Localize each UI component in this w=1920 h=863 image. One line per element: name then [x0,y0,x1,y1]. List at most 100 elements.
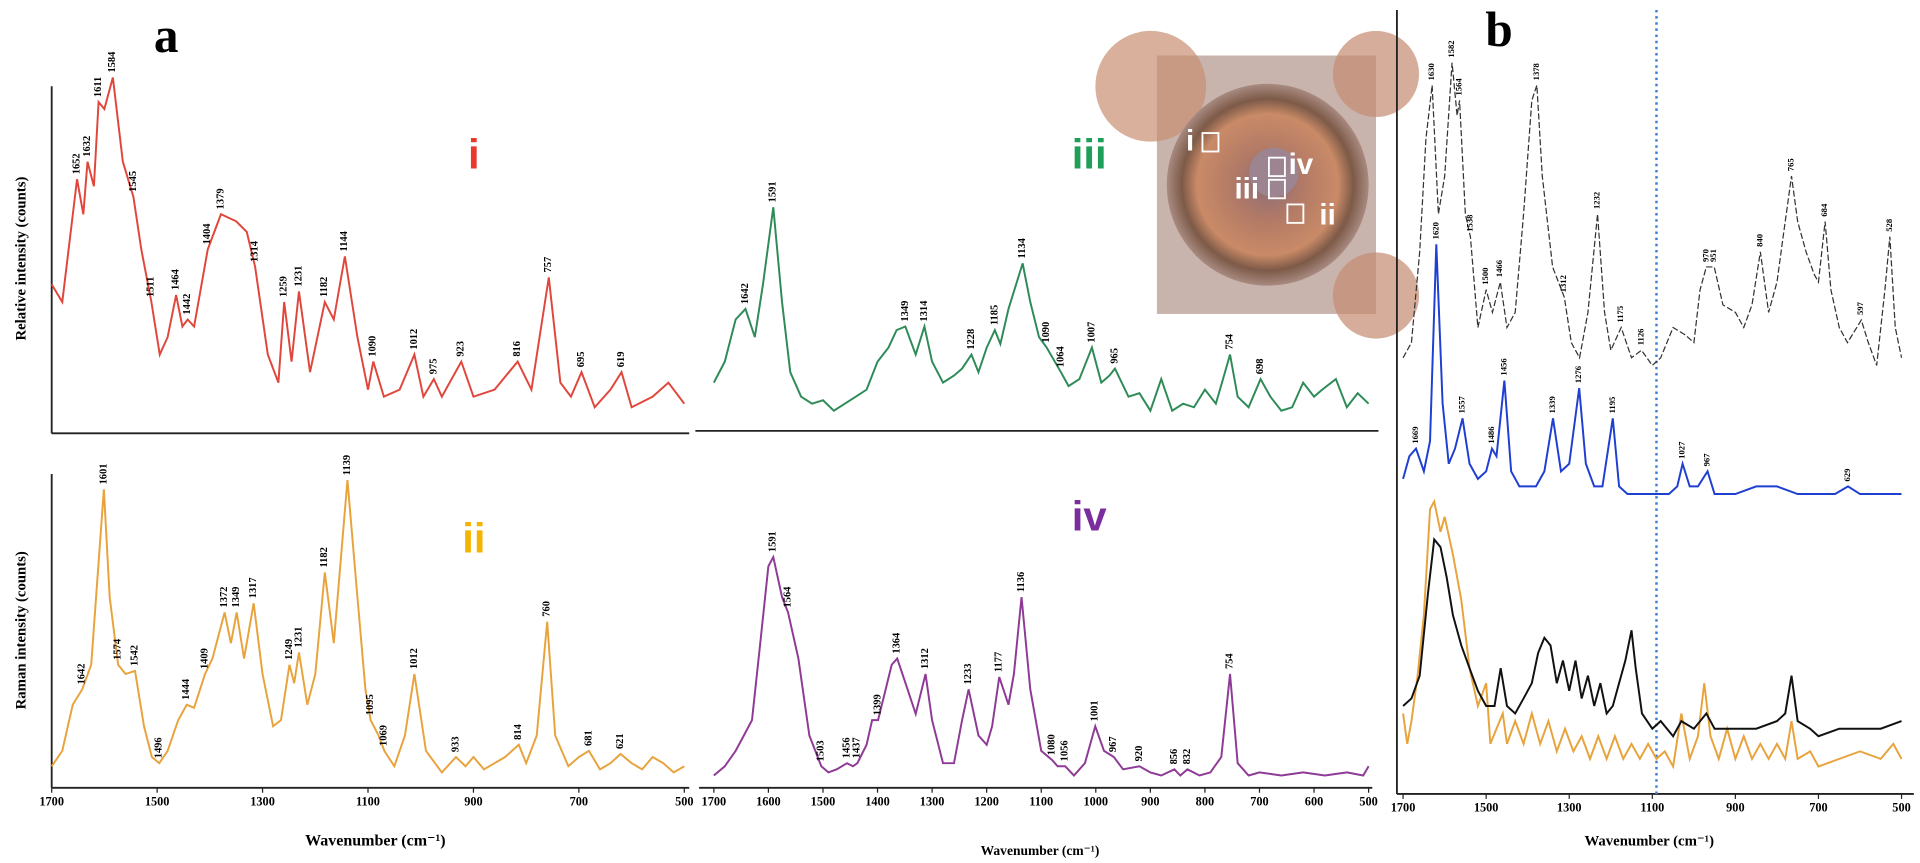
peak-label: 1228 [966,329,977,350]
inset-label: iii [1234,173,1259,206]
peak-label: 1259 [279,276,290,297]
peak-label: 814 [513,723,524,739]
peak-label: 1399 [872,694,883,715]
peak-label: 1503 [816,740,827,761]
peak-label: 1564 [1454,78,1464,96]
peak-label: 1466 [1494,259,1504,277]
x-tick-label: 1500 [811,794,836,808]
peak-label: 933 [450,736,461,752]
x-tick-label: 1500 [1474,801,1499,815]
subplot-title: iii [1072,131,1107,178]
peak-label: 840 [1754,234,1764,247]
x-tick-label: 1300 [1557,801,1582,815]
peak-label: 1314 [250,240,261,262]
spectrum-line [713,554,1370,777]
peak-label: 1064 [1055,346,1066,368]
peak-label: 1379 [215,188,226,209]
peak-label: 1182 [319,547,330,567]
x-tick-label: 1500 [145,794,170,808]
x-tick-label: 1100 [1640,801,1664,815]
peak-label: 684 [1819,203,1829,217]
subplot-title: iv [1072,493,1108,540]
peak-label: 1276 [1573,365,1583,383]
inset-label: iv [1289,148,1314,181]
peak-label: 1185 [989,305,1000,325]
y-axis-label: Raman intensity (counts) [14,551,30,709]
spectrum-line [50,480,685,774]
x-tick-label: 600 [1305,794,1323,808]
peak-label: 1182 [319,277,330,297]
spectrum-line [1402,244,1902,496]
x-tick-label: 900 [1726,801,1744,815]
peak-label: 1642 [77,664,88,685]
inset-image: i ii iii iv [1095,30,1420,339]
peak-label: 1511 [146,277,157,297]
roi-box [1201,132,1220,153]
x-tick-label: 800 [1196,794,1214,808]
peak-label: 1545 [128,171,139,192]
x-tick-label: 1600 [756,794,781,808]
peak-label: 1364 [892,632,903,654]
peak-label: 1090 [1041,322,1052,343]
x-tick-label: 700 [1250,794,1268,808]
roi-box [1268,178,1286,200]
x-tick-label: 1700 [39,794,64,808]
peak-label: 1126 [1635,328,1645,345]
peak-label: 1538 [1464,214,1474,232]
peak-label: 619 [616,352,627,368]
peak-label: 832 [1182,749,1193,765]
panel-label: a [154,8,179,63]
peak-label: 1591 [768,181,779,202]
peak-label: 1314 [919,300,930,322]
x-tick-label: 500 [1892,801,1910,815]
peak-label: 1312 [1558,275,1568,292]
subplot-title: ii [462,515,485,562]
y-axis-label: Relative intensity (counts) [14,177,30,341]
peak-label: 1378 [1531,62,1541,80]
peak-label: 1144 [339,230,350,251]
peak-label: 1134 [1017,237,1028,258]
x-tick-label: 900 [464,794,482,808]
spectrum-line [1402,498,1903,770]
peak-label: 1090 [368,336,379,357]
x-tick-label: 900 [1141,794,1159,808]
peak-label: 1437 [852,737,863,758]
peak-label: 1177 [994,652,1005,672]
peak-label: 1069 [379,725,390,746]
peak-label: 765 [1785,158,1795,171]
peak-label: 1486 [1486,426,1496,444]
peak-label: 1312 [920,648,931,669]
peak-label: 1195 [1607,397,1617,414]
x-tick-label: 1400 [865,794,890,808]
peak-label: 1317 [248,577,259,598]
peak-label: 681 [583,730,594,746]
roi-box [1286,203,1305,224]
peak-label: 1574 [113,638,124,660]
peak-label: 1642 [740,283,751,304]
peak-label: 1582 [1446,40,1456,57]
x-tick-label: 1300 [250,794,275,808]
peak-label: 1409 [200,648,211,669]
peak-label: 1630 [1426,63,1436,80]
peak-label: 923 [456,341,467,357]
peak-label: 754 [1224,333,1235,349]
peak-label: 1464 [171,268,182,290]
peak-label: 1231 [293,627,304,648]
peak-label: 1404 [202,223,213,245]
peak-label: 967 [1702,453,1712,467]
peak-label: 1669 [1410,426,1420,443]
peak-label: 1080 [1047,734,1058,755]
peak-label: 975 [428,359,439,375]
peak-label: 1012 [409,648,420,669]
peak-label: 754 [1224,653,1235,669]
peak-label: 1249 [284,639,295,660]
peak-label: 1444 [181,678,192,700]
peak-label: 760 [542,601,553,617]
peak-label: 597 [1855,301,1865,315]
peak-label: 629 [1842,469,1852,482]
peak-label: 1349 [900,301,911,322]
x-tick-label: 700 [570,794,588,808]
panel-label: b [1485,2,1512,57]
peak-label: 1500 [1480,268,1490,285]
